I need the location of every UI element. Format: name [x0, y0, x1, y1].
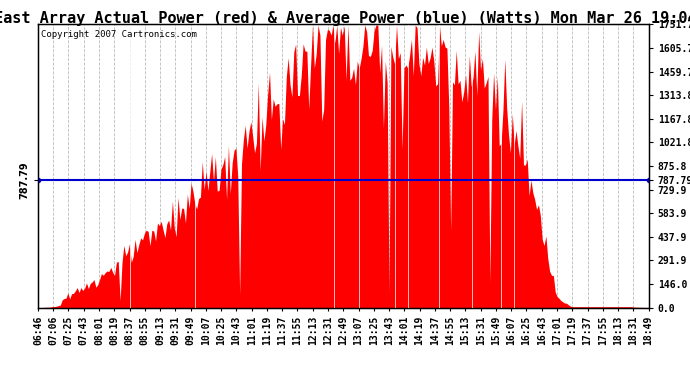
- Text: Copyright 2007 Cartronics.com: Copyright 2007 Cartronics.com: [41, 30, 197, 39]
- Text: East Array Actual Power (red) & Average Power (blue) (Watts) Mon Mar 26 19:04: East Array Actual Power (red) & Average …: [0, 11, 690, 26]
